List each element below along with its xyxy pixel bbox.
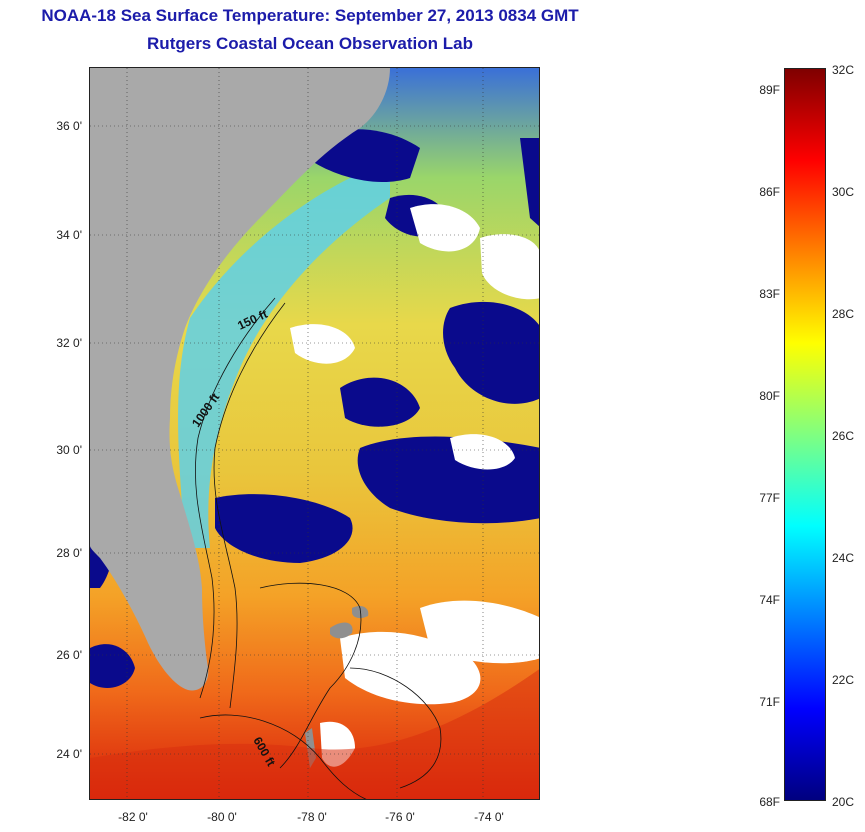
colorbar-f-label: 68F xyxy=(759,795,780,809)
colorbar-c-label: 32C xyxy=(832,63,855,77)
lon-label: -74 0' xyxy=(474,810,504,824)
colorbar-f-label: 77F xyxy=(759,491,780,505)
colorbar-c-label: 28C xyxy=(832,307,855,321)
colorbar-c-label: 26C xyxy=(832,429,855,443)
coastal-band xyxy=(178,158,390,548)
colorbar-f-label: 83F xyxy=(759,287,780,301)
colorbar-f-label: 86F xyxy=(759,185,780,199)
colorbar-c-label: 30C xyxy=(832,185,855,199)
colorbar-f-label: 74F xyxy=(759,593,780,607)
temperature-colorbar xyxy=(784,68,826,801)
colorbar-f-label: 71F xyxy=(759,695,780,709)
sst-map-image: 150 ft 1000 ft 600 ft xyxy=(90,68,539,799)
colorbar-f-label: 89F xyxy=(759,83,780,97)
lon-label: -80 0' xyxy=(207,810,237,824)
lat-label: 28 0' xyxy=(56,546,82,560)
warm-band xyxy=(90,669,539,799)
colorbar-c-label: 24C xyxy=(832,551,855,565)
lon-label: -78 0' xyxy=(297,810,327,824)
colorbar-c-label: 20C xyxy=(832,795,855,809)
lat-label: 34 0' xyxy=(56,228,82,242)
lat-label: 30 0' xyxy=(56,443,82,457)
lat-label: 36 0' xyxy=(56,119,82,133)
colorbar-f-label: 80F xyxy=(759,389,780,403)
cold-patches xyxy=(90,129,539,688)
lat-label: 26 0' xyxy=(56,648,82,662)
lon-label: -76 0' xyxy=(385,810,415,824)
lon-label: -82 0' xyxy=(118,810,148,824)
lat-label: 32 0' xyxy=(56,336,82,350)
bathymetry-contours xyxy=(195,297,442,799)
colorbar-c-label: 22C xyxy=(832,673,855,687)
sst-map: 150 ft 1000 ft 600 ft xyxy=(89,67,540,800)
land-mass xyxy=(90,68,390,691)
lat-label: 24 0' xyxy=(56,747,82,761)
map-title: NOAA-18 Sea Surface Temperature: Septemb… xyxy=(41,6,579,25)
map-subtitle: Rutgers Coastal Ocean Observation Lab xyxy=(147,34,473,53)
